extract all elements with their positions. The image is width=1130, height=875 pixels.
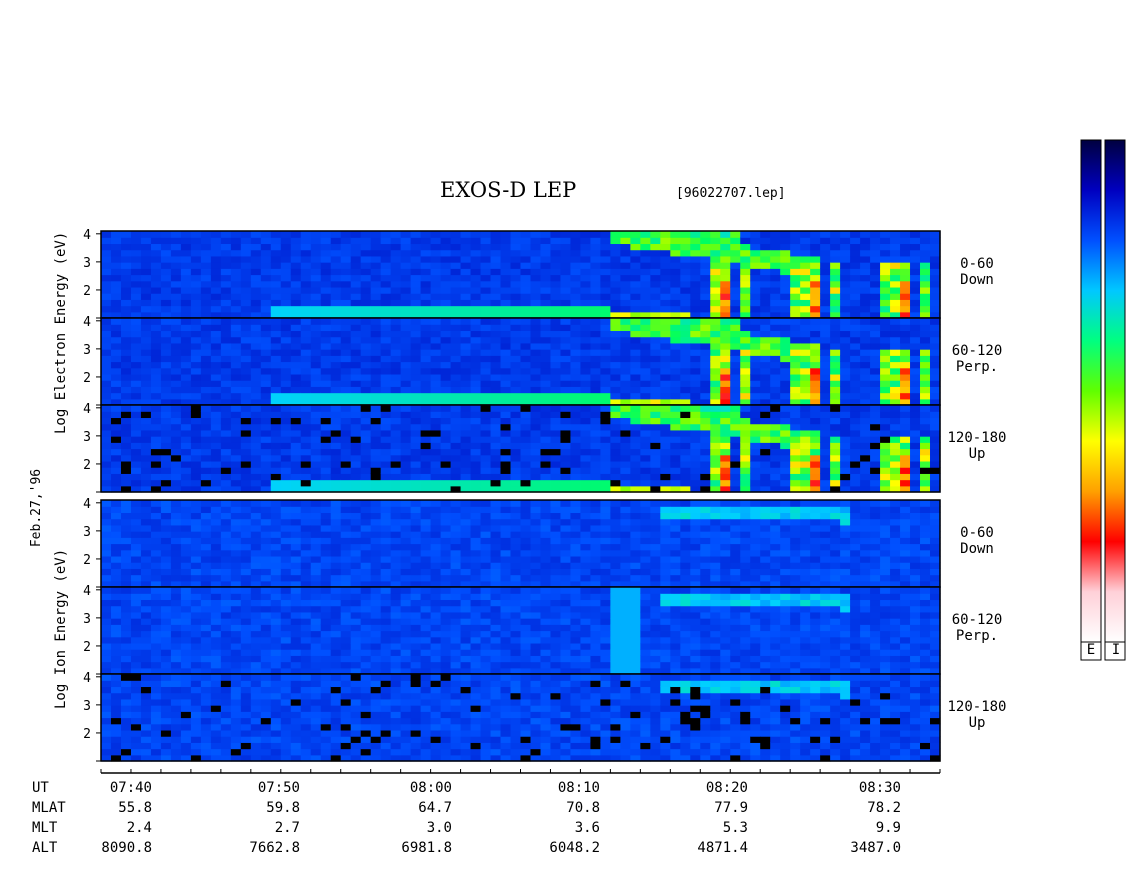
colorbar-electron [1080, 139, 1102, 643]
panel-pitch-range: 60-120 [951, 611, 1003, 628]
y-tick-label: 4 [83, 497, 91, 512]
y-tick-label: 2 [83, 640, 91, 655]
panel-direction: Perp. [955, 627, 999, 644]
electron-ylabel: Log Electron Energy (eV) [53, 231, 69, 434]
spectrogram-panel-e-0 [101, 231, 941, 319]
panel-direction: Down [960, 271, 994, 288]
panel-pitch-range: 0-60 [960, 255, 994, 272]
ephemeris-mlt: 9.9 [875, 820, 901, 836]
plot-title: EXOS-D LEP [440, 178, 577, 202]
y-tick-label: 3 [83, 699, 91, 714]
colorbar-label-ion: I [1111, 642, 1121, 658]
ephemeris-row-label: MLAT [32, 800, 66, 816]
ephemeris-mlt: 2.7 [274, 820, 300, 836]
ephemeris-alt: 8090.8 [101, 840, 152, 856]
spectrogram-panel-i-2 [101, 674, 941, 762]
y-tick-label: 3 [83, 430, 91, 445]
ephemeris-ut: 07:40 [109, 780, 152, 796]
ephemeris-alt: 7662.8 [249, 840, 300, 856]
colorbar-label-box [1104, 641, 1126, 661]
ephemeris-ut: 08:20 [705, 780, 748, 796]
ephemeris-mlt: 3.6 [574, 820, 600, 836]
panel-pitch-range: 120-180 [947, 429, 1007, 446]
y-tick-label: 3 [83, 256, 91, 271]
y-tick-label: 3 [83, 343, 91, 358]
y-tick-label: 4 [83, 402, 91, 417]
y-tick-label: 2 [83, 458, 91, 473]
date-label: Feb.27,'96 [29, 468, 44, 548]
y-tick-label: 2 [83, 284, 91, 299]
spectrogram-panel-i-1 [101, 587, 941, 675]
spectrogram-panel-i-0 [101, 500, 941, 588]
panel-label: 120-180 Up [942, 430, 1012, 462]
ephemeris-mlt: 5.3 [722, 820, 748, 836]
panel-frame [100, 404, 941, 493]
y-tick-label: 2 [83, 553, 91, 568]
y-tick-label: 2 [83, 727, 91, 742]
colorbar-label-box [1080, 641, 1102, 661]
ephemeris-mlt: 2.4 [126, 820, 152, 836]
panel-label: 0-60 Down [942, 525, 1012, 557]
panel-label: 60-120 Perp. [942, 343, 1012, 375]
panel-direction: Up [968, 714, 986, 731]
ephemeris-ut: 07:50 [257, 780, 300, 796]
ephemeris-mlat: 78.2 [867, 800, 901, 816]
ephemeris-row-label: ALT [32, 840, 58, 856]
ephemeris-mlat: 77.9 [714, 800, 748, 816]
file-name: [96022707.lep] [676, 186, 786, 201]
y-tick-label: 4 [83, 228, 91, 243]
ephemeris-ut: 08:30 [858, 780, 901, 796]
ephemeris-alt: 4871.4 [697, 840, 748, 856]
panel-pitch-range: 60-120 [951, 342, 1003, 359]
panel-direction: Perp. [955, 358, 999, 375]
panel-pitch-range: 0-60 [960, 524, 994, 541]
ephemeris-mlat: 64.7 [418, 800, 452, 816]
ion-ylabel: Log Ion Energy (eV) [53, 548, 69, 709]
ephemeris-mlat: 59.8 [266, 800, 300, 816]
panel-label: 120-180 Up [942, 699, 1012, 731]
panel-direction: Down [960, 540, 994, 557]
ephemeris-alt: 6048.2 [549, 840, 600, 856]
y-tick-label: 4 [83, 671, 91, 686]
panel-label: 0-60 Down [942, 256, 1012, 288]
spectrogram-panel-e-1 [101, 318, 941, 406]
ephemeris-alt: 3487.0 [850, 840, 901, 856]
ephemeris-ut: 08:10 [557, 780, 600, 796]
panel-pitch-range: 120-180 [947, 698, 1007, 715]
spectrogram-panel-e-2 [101, 405, 941, 493]
ephemeris-mlt: 3.0 [426, 820, 452, 836]
y-tick-label: 4 [83, 584, 91, 599]
panel-label: 60-120 Perp. [942, 612, 1012, 644]
y-tick-label: 2 [83, 371, 91, 386]
ephemeris-ut: 08:00 [409, 780, 452, 796]
colorbar-label-electron: E [1086, 642, 1096, 658]
panel-frame [100, 673, 941, 762]
colorbar-ion [1104, 139, 1126, 643]
y-tick-label: 3 [83, 612, 91, 627]
ephemeris-row-label: UT [32, 780, 49, 796]
ephemeris-row-label: MLT [32, 820, 58, 836]
panel-direction: Up [968, 445, 986, 462]
y-tick-label: 4 [83, 315, 91, 330]
ephemeris-mlat: 70.8 [566, 800, 600, 816]
y-tick-label: 3 [83, 525, 91, 540]
ephemeris-mlat: 55.8 [118, 800, 152, 816]
ephemeris-alt: 6981.8 [401, 840, 452, 856]
